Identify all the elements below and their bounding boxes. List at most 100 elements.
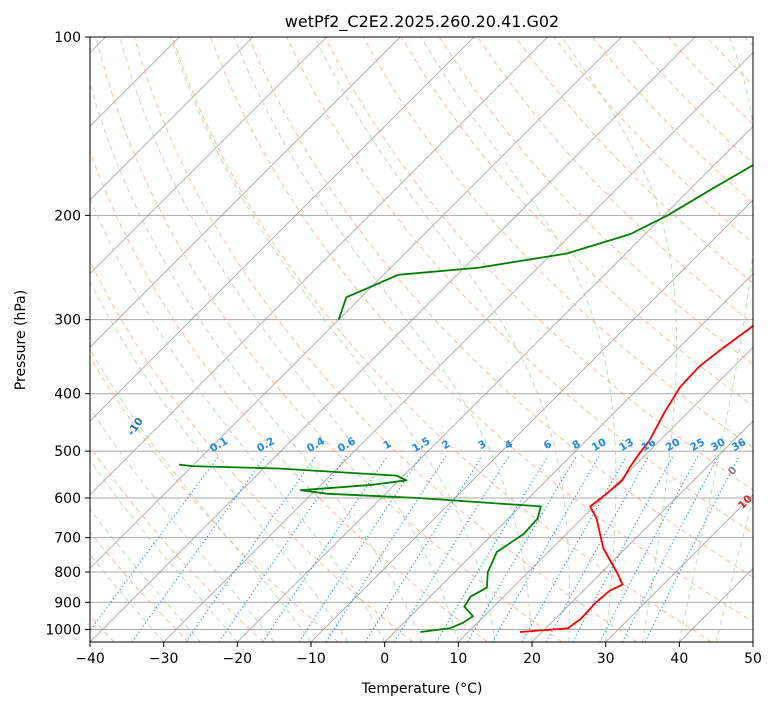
x-tick-label: 50 (744, 651, 762, 667)
dry-adiabat-line (90, 531, 190, 642)
dry-adiabat-line (286, 37, 753, 534)
dry-adiabat-line (438, 37, 753, 366)
dry-adiabat-line (477, 37, 753, 325)
dry-adiabat-line (90, 259, 414, 642)
mixing-ratio-line (621, 455, 719, 642)
isotherm-line (90, 37, 548, 496)
moist-adiabat-label: 20 (752, 521, 771, 540)
x-tick-label: −20 (223, 651, 253, 667)
mixing-ratio-label: 2 (440, 438, 452, 452)
x-tick-label: −10 (296, 651, 326, 667)
dry-adiabat-line (95, 37, 563, 642)
x-tick-label: 0 (380, 651, 389, 667)
moist-adiabat-line (90, 407, 275, 642)
mixing-ratio-line (491, 455, 600, 642)
moist-adiabat-label: 10 (736, 493, 755, 512)
mixing-ratio-line (644, 455, 740, 642)
isotherm-line (90, 37, 401, 348)
dry-adiabat-line (90, 150, 488, 642)
dry-adiabat-line (210, 37, 753, 623)
y-tick-label: 100 (54, 30, 81, 46)
isotherm-line (237, 125, 753, 642)
isotherm-line (752, 641, 753, 642)
x-tick-label: 30 (597, 651, 615, 667)
x-tick-label: −30 (149, 651, 179, 667)
mixing-ratio-line (599, 455, 699, 642)
mixing-ratio-line (90, 455, 220, 632)
y-tick-label: 400 (54, 387, 81, 403)
moist-adiabat-line (170, 37, 496, 642)
isotherm-line (90, 37, 475, 422)
dry-adiabat-line (171, 37, 712, 642)
isotherm-line (90, 37, 327, 275)
mixing-ratio-label: 1.5 (410, 435, 432, 455)
isotherm-line (458, 346, 753, 642)
moist-adiabat-line (561, 37, 678, 642)
mixing-ratio-line (262, 455, 388, 642)
moist-adiabat-line (90, 508, 201, 642)
dry-adiabat-line (133, 37, 638, 642)
mixing-ratio-line (393, 455, 510, 642)
dry-adiabat-line (400, 37, 753, 407)
isotherm-line (384, 273, 753, 642)
plot-frame (89, 36, 754, 643)
mixing-ratio-line (572, 455, 674, 642)
moist-adiabat-line (90, 196, 386, 642)
x-axis-label: Temperature (°C) (361, 681, 483, 697)
mixing-ratio-line (131, 455, 267, 642)
moist-adiabat-label: 30 (764, 553, 775, 572)
moist-adiabat-line (119, 37, 459, 642)
x-tick-label: 40 (670, 651, 688, 667)
y-tick-label: 200 (54, 208, 81, 224)
moist-adiabat-line (715, 497, 753, 642)
dry-adiabat-line (90, 445, 264, 642)
moist-adiabat-label: 0 (726, 464, 740, 478)
dry-adiabat-line (248, 37, 753, 578)
mixing-ratio-label: 0.2 (255, 435, 277, 455)
sounding-line-3 (337, 164, 753, 320)
dry-adiabat-line (90, 356, 339, 642)
chart-title: wetPf2_C2E2.2025.260.20.41.G02 (285, 12, 559, 32)
y-axis-label: Pressure (hPa) (13, 290, 29, 390)
mixing-ratio-line (435, 455, 549, 642)
y-tick-label: 300 (54, 313, 81, 329)
y-tick-label: 500 (54, 444, 81, 460)
y-tick-label: 1000 (45, 622, 81, 638)
mixing-ratio-line (185, 455, 317, 642)
isotherm-line (531, 420, 753, 642)
isotherm-line (310, 199, 753, 642)
moist-adiabat-line (314, 37, 570, 642)
mixing-ratio-line (325, 455, 447, 642)
moist-adiabat-line (420, 37, 617, 642)
mixing-ratio-label: 0.4 (305, 435, 327, 455)
isotherm-line (679, 567, 753, 642)
moist-adiabat-line (678, 37, 753, 642)
dry-adiabat-label: -10 (125, 416, 146, 438)
moist-adiabat-line (752, 639, 753, 642)
mixing-ratio-line (545, 455, 650, 642)
isopleth-labels: 0.10.20.40.611.52346810131620253036-100-… (125, 416, 775, 572)
x-tick-label: 10 (449, 651, 467, 667)
mixing-ratio-line (298, 455, 422, 642)
y-tick-label: 600 (54, 491, 81, 507)
moist-adiabat-line (90, 82, 422, 642)
mixing-ratio-label: 0.6 (336, 435, 358, 455)
mixing-ratio-label: 6 (542, 438, 554, 452)
isotherm-line (90, 37, 622, 569)
mixing-ratio-line (467, 455, 577, 642)
sounding-series (178, 164, 753, 633)
mixing-ratio-label: 8 (570, 438, 582, 452)
axes: −40 −30 −20 −10 0 10 20 30 40 5010009008007006005… (45, 30, 762, 667)
y-tick-label: 800 (54, 565, 81, 581)
dry-adiabat-line (553, 37, 753, 244)
x-tick-label: −40 (75, 651, 105, 667)
dry-adiabat-line (591, 37, 753, 204)
y-tick-label: 900 (54, 595, 81, 611)
mixing-ratio-line (364, 455, 483, 642)
dry-adiabat-line (515, 37, 753, 284)
dry-adiabat-line (668, 37, 753, 125)
moist-adiabat-line (90, 459, 238, 642)
mixing-ratio-label: 3 (476, 438, 488, 452)
dry-adiabat-line (744, 37, 753, 47)
